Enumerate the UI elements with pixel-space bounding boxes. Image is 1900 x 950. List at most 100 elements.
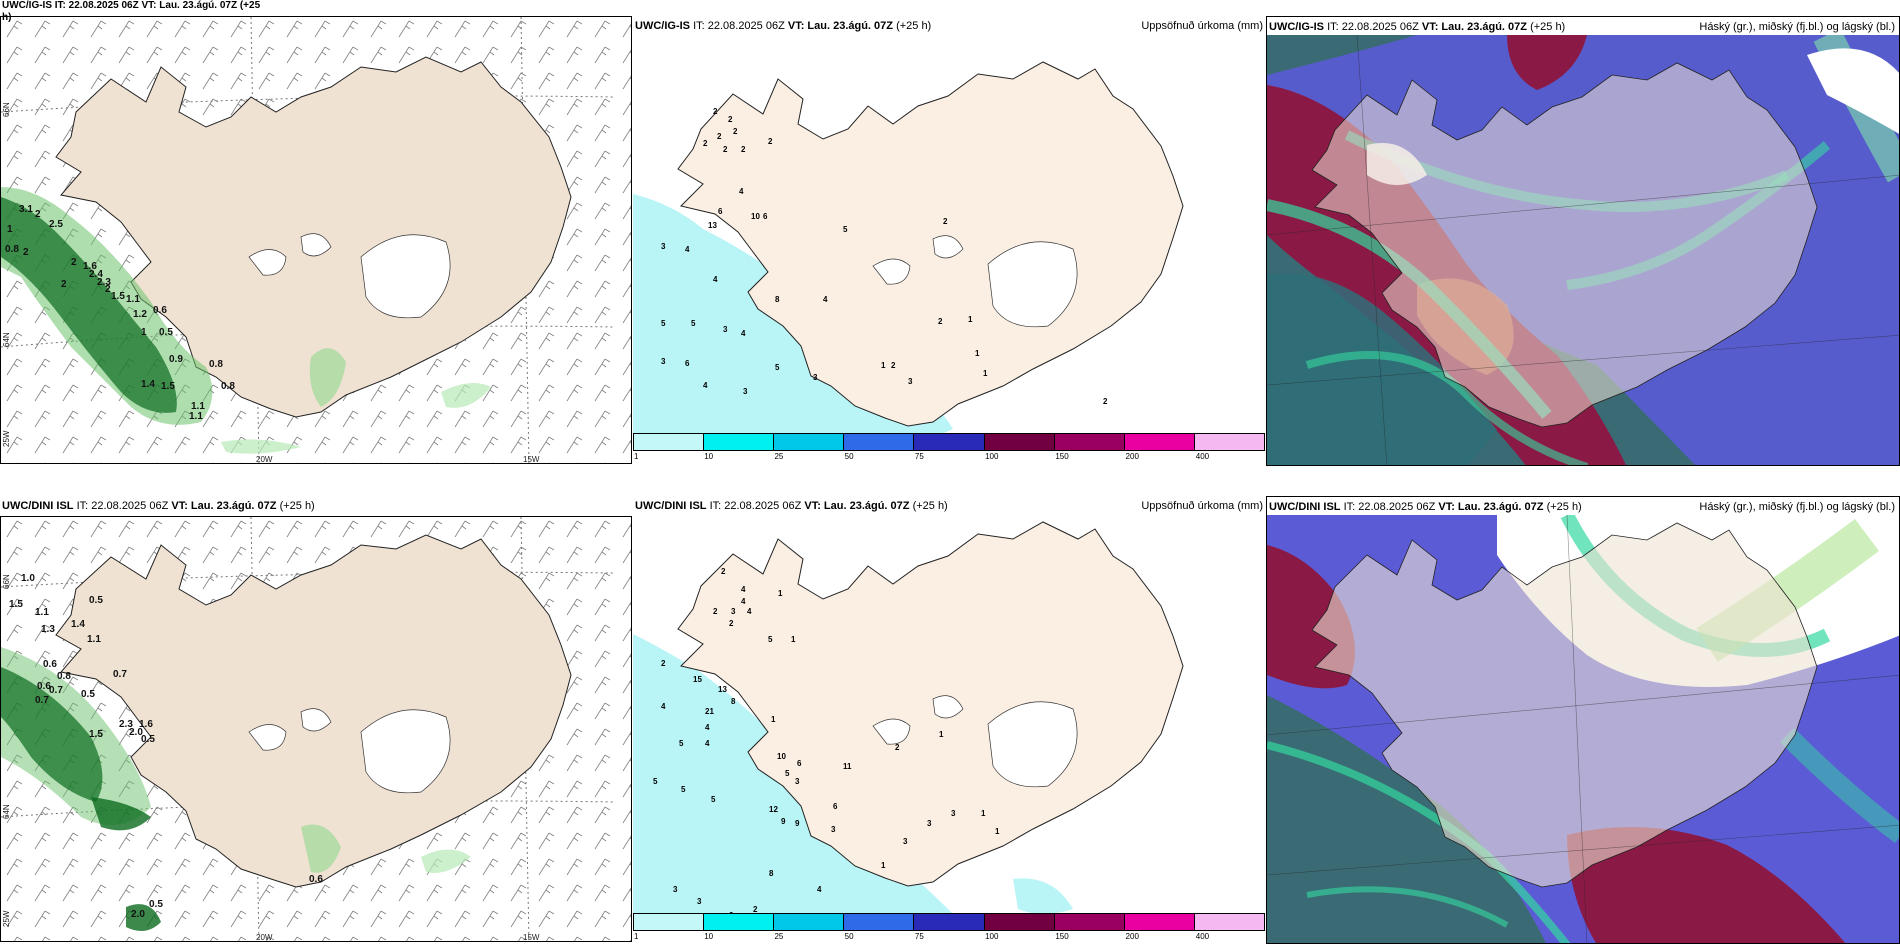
wind-speed-area bbox=[301, 824, 341, 873]
low-cloud-band bbox=[1267, 273, 1497, 465]
low-cloud-band bbox=[1306, 886, 1509, 928]
map-value-label: 4 bbox=[747, 607, 752, 616]
map-value-label: 4 bbox=[739, 187, 744, 196]
map-value-label: 2 bbox=[713, 107, 718, 116]
map-value-label: 1.1 bbox=[191, 401, 205, 412]
colorbar-tick: 75 bbox=[914, 452, 924, 461]
map-value-label: 3.1 bbox=[19, 204, 33, 215]
colorbar-swatch bbox=[1124, 434, 1195, 450]
map-frame: 3.1 2 2.5 1 0.8 2 2 1.6 2 2.4 2.3 2 1.5 1.1 1.2 0.6 1 0.5… bbox=[0, 16, 632, 464]
map-value-label: 3 bbox=[795, 777, 800, 786]
map-value-label: 1.5 bbox=[111, 291, 125, 302]
map-value-label: 1 bbox=[981, 809, 986, 818]
low-cloud bbox=[1267, 695, 1546, 943]
valid-time: VT: Lau. 23.ágú. 07Z bbox=[804, 500, 910, 512]
colorbar-swatch bbox=[1124, 914, 1195, 930]
bot-cloud-field: Háský (gr.), miðský (fj.bl.) og lágský (… bbox=[1699, 501, 1895, 513]
map-value-label: 6 bbox=[763, 212, 768, 221]
map-value-label: 2 bbox=[661, 659, 666, 668]
map-value-label: 1.1 bbox=[126, 294, 140, 305]
map-value-label: 2 bbox=[741, 145, 746, 154]
colorbar-swatch bbox=[704, 434, 775, 450]
map-value-label: 1.4 bbox=[71, 619, 85, 630]
map-value-label: 4 bbox=[685, 245, 690, 254]
map-value-label: 12 bbox=[769, 805, 778, 814]
valid-time: VT: Lau. 23.ágú. 07Z bbox=[171, 500, 277, 512]
lat-label-64: 64N bbox=[2, 332, 11, 347]
map-value-label: 6 bbox=[833, 802, 838, 811]
map-value-label: 2 bbox=[891, 361, 896, 370]
colorbar-tick: 150 bbox=[1055, 452, 1069, 461]
map-value-label: 0.7 bbox=[113, 669, 127, 680]
lon-label-20: 20W bbox=[256, 933, 273, 942]
map-value-label: 10 bbox=[777, 752, 786, 761]
cloud-map bbox=[1267, 35, 1899, 465]
map-value-label: 5 bbox=[785, 769, 790, 778]
map-value-label: 2 bbox=[721, 567, 726, 576]
map-value-label: 0.5 bbox=[89, 595, 103, 606]
map-value-label: 3 bbox=[723, 325, 728, 334]
map-value-label: 3 bbox=[697, 897, 702, 906]
colorbar-swatch bbox=[844, 434, 915, 450]
map-frame: 1.0 1.5 1.1 0.5 1.4 1.3 1.1 0.6 0.8 0.6 0.7 0.7 0.5 0… bbox=[0, 516, 632, 942]
map-value-label: 0.8 bbox=[221, 381, 235, 392]
map-value-label: 4 bbox=[713, 275, 718, 284]
map-value-label: 13 bbox=[718, 685, 727, 694]
wind-speed-area bbox=[1, 197, 177, 413]
glacier bbox=[932, 235, 964, 259]
colorbar-tick: 25 bbox=[774, 452, 784, 461]
colorbar-swatch bbox=[704, 914, 775, 930]
colorbar-swatch bbox=[984, 434, 1055, 450]
glacier bbox=[248, 724, 287, 751]
map-value-label: 3 bbox=[673, 885, 678, 894]
map-value-label: 2.3 bbox=[97, 277, 111, 288]
colorbar-tick: 50 bbox=[844, 452, 854, 461]
map-value-label: 1 bbox=[771, 715, 776, 724]
top-precip-header: UWC/IG-IS IT: 22.08.2025 06Z VT: Lau. 23… bbox=[635, 20, 931, 33]
lon-label-20: 20W bbox=[256, 455, 273, 464]
map-value-label: 2 bbox=[105, 284, 111, 295]
map-value-label: 2 bbox=[943, 217, 948, 226]
wind-speed-area bbox=[91, 797, 151, 831]
glacier bbox=[987, 241, 1078, 328]
map-value-label: 2 bbox=[895, 743, 900, 752]
valid-time: VT: Lau. 23.ágú. 07Z bbox=[787, 20, 893, 32]
top-precip-colorbar-ticks: 1 10 25 50 75 100 150 200 400 bbox=[633, 452, 1265, 462]
wind-speed-area bbox=[221, 439, 301, 454]
map-value-label: 1 bbox=[791, 635, 796, 644]
map-value-label: 1.1 bbox=[35, 607, 49, 618]
lat-label-64: 64N bbox=[2, 804, 11, 819]
cloud-map bbox=[1267, 515, 1899, 943]
colorbar-swatch bbox=[914, 434, 985, 450]
map-value-label: 0.8 bbox=[209, 359, 223, 370]
map-value-label: 5 bbox=[653, 777, 658, 786]
lead-time: (+25 h) bbox=[1530, 21, 1566, 33]
wind-speed-area bbox=[421, 849, 471, 873]
bot-precip-field: Uppsöfnuð úrkoma (mm) bbox=[1141, 500, 1263, 512]
colorbar-tick: 200 bbox=[1125, 932, 1139, 941]
colorbar-tick: 1 bbox=[634, 452, 639, 461]
iceland-landmass bbox=[1311, 522, 1818, 888]
colorbar-swatch bbox=[984, 914, 1055, 930]
map-value-label: 3 bbox=[908, 377, 913, 386]
map-value-label: 0.6 bbox=[37, 681, 51, 692]
map-value-label: 1 bbox=[983, 369, 988, 378]
map-value-label: 0.6 bbox=[153, 305, 167, 316]
cloud-map-frame: UWC/DINI ISL IT: 22.08.2025 06Z VT: Lau.… bbox=[1266, 496, 1900, 944]
map-value-label: 3 bbox=[927, 819, 932, 828]
colorbar-swatch bbox=[1194, 434, 1264, 450]
map-value-label: 2 bbox=[23, 247, 29, 258]
model-name: UWC/DINI ISL bbox=[635, 500, 707, 512]
map-value-label: 8 bbox=[731, 697, 736, 706]
colorbar-tick: 150 bbox=[1055, 932, 1069, 941]
map-value-label: 11 bbox=[843, 762, 852, 771]
colorbar-swatch bbox=[774, 434, 845, 450]
bot-wind-header: UWC/DINI ISL IT: 22.08.2025 06Z VT: Lau.… bbox=[2, 500, 315, 513]
map-value-label: 3 bbox=[903, 837, 908, 846]
map-value-label: 0.5 bbox=[81, 689, 95, 700]
map-value-label: 0.9 bbox=[169, 354, 183, 365]
glacier bbox=[872, 718, 911, 745]
map-value-label: 6 bbox=[718, 207, 723, 216]
mid-cloud bbox=[1567, 827, 1846, 943]
